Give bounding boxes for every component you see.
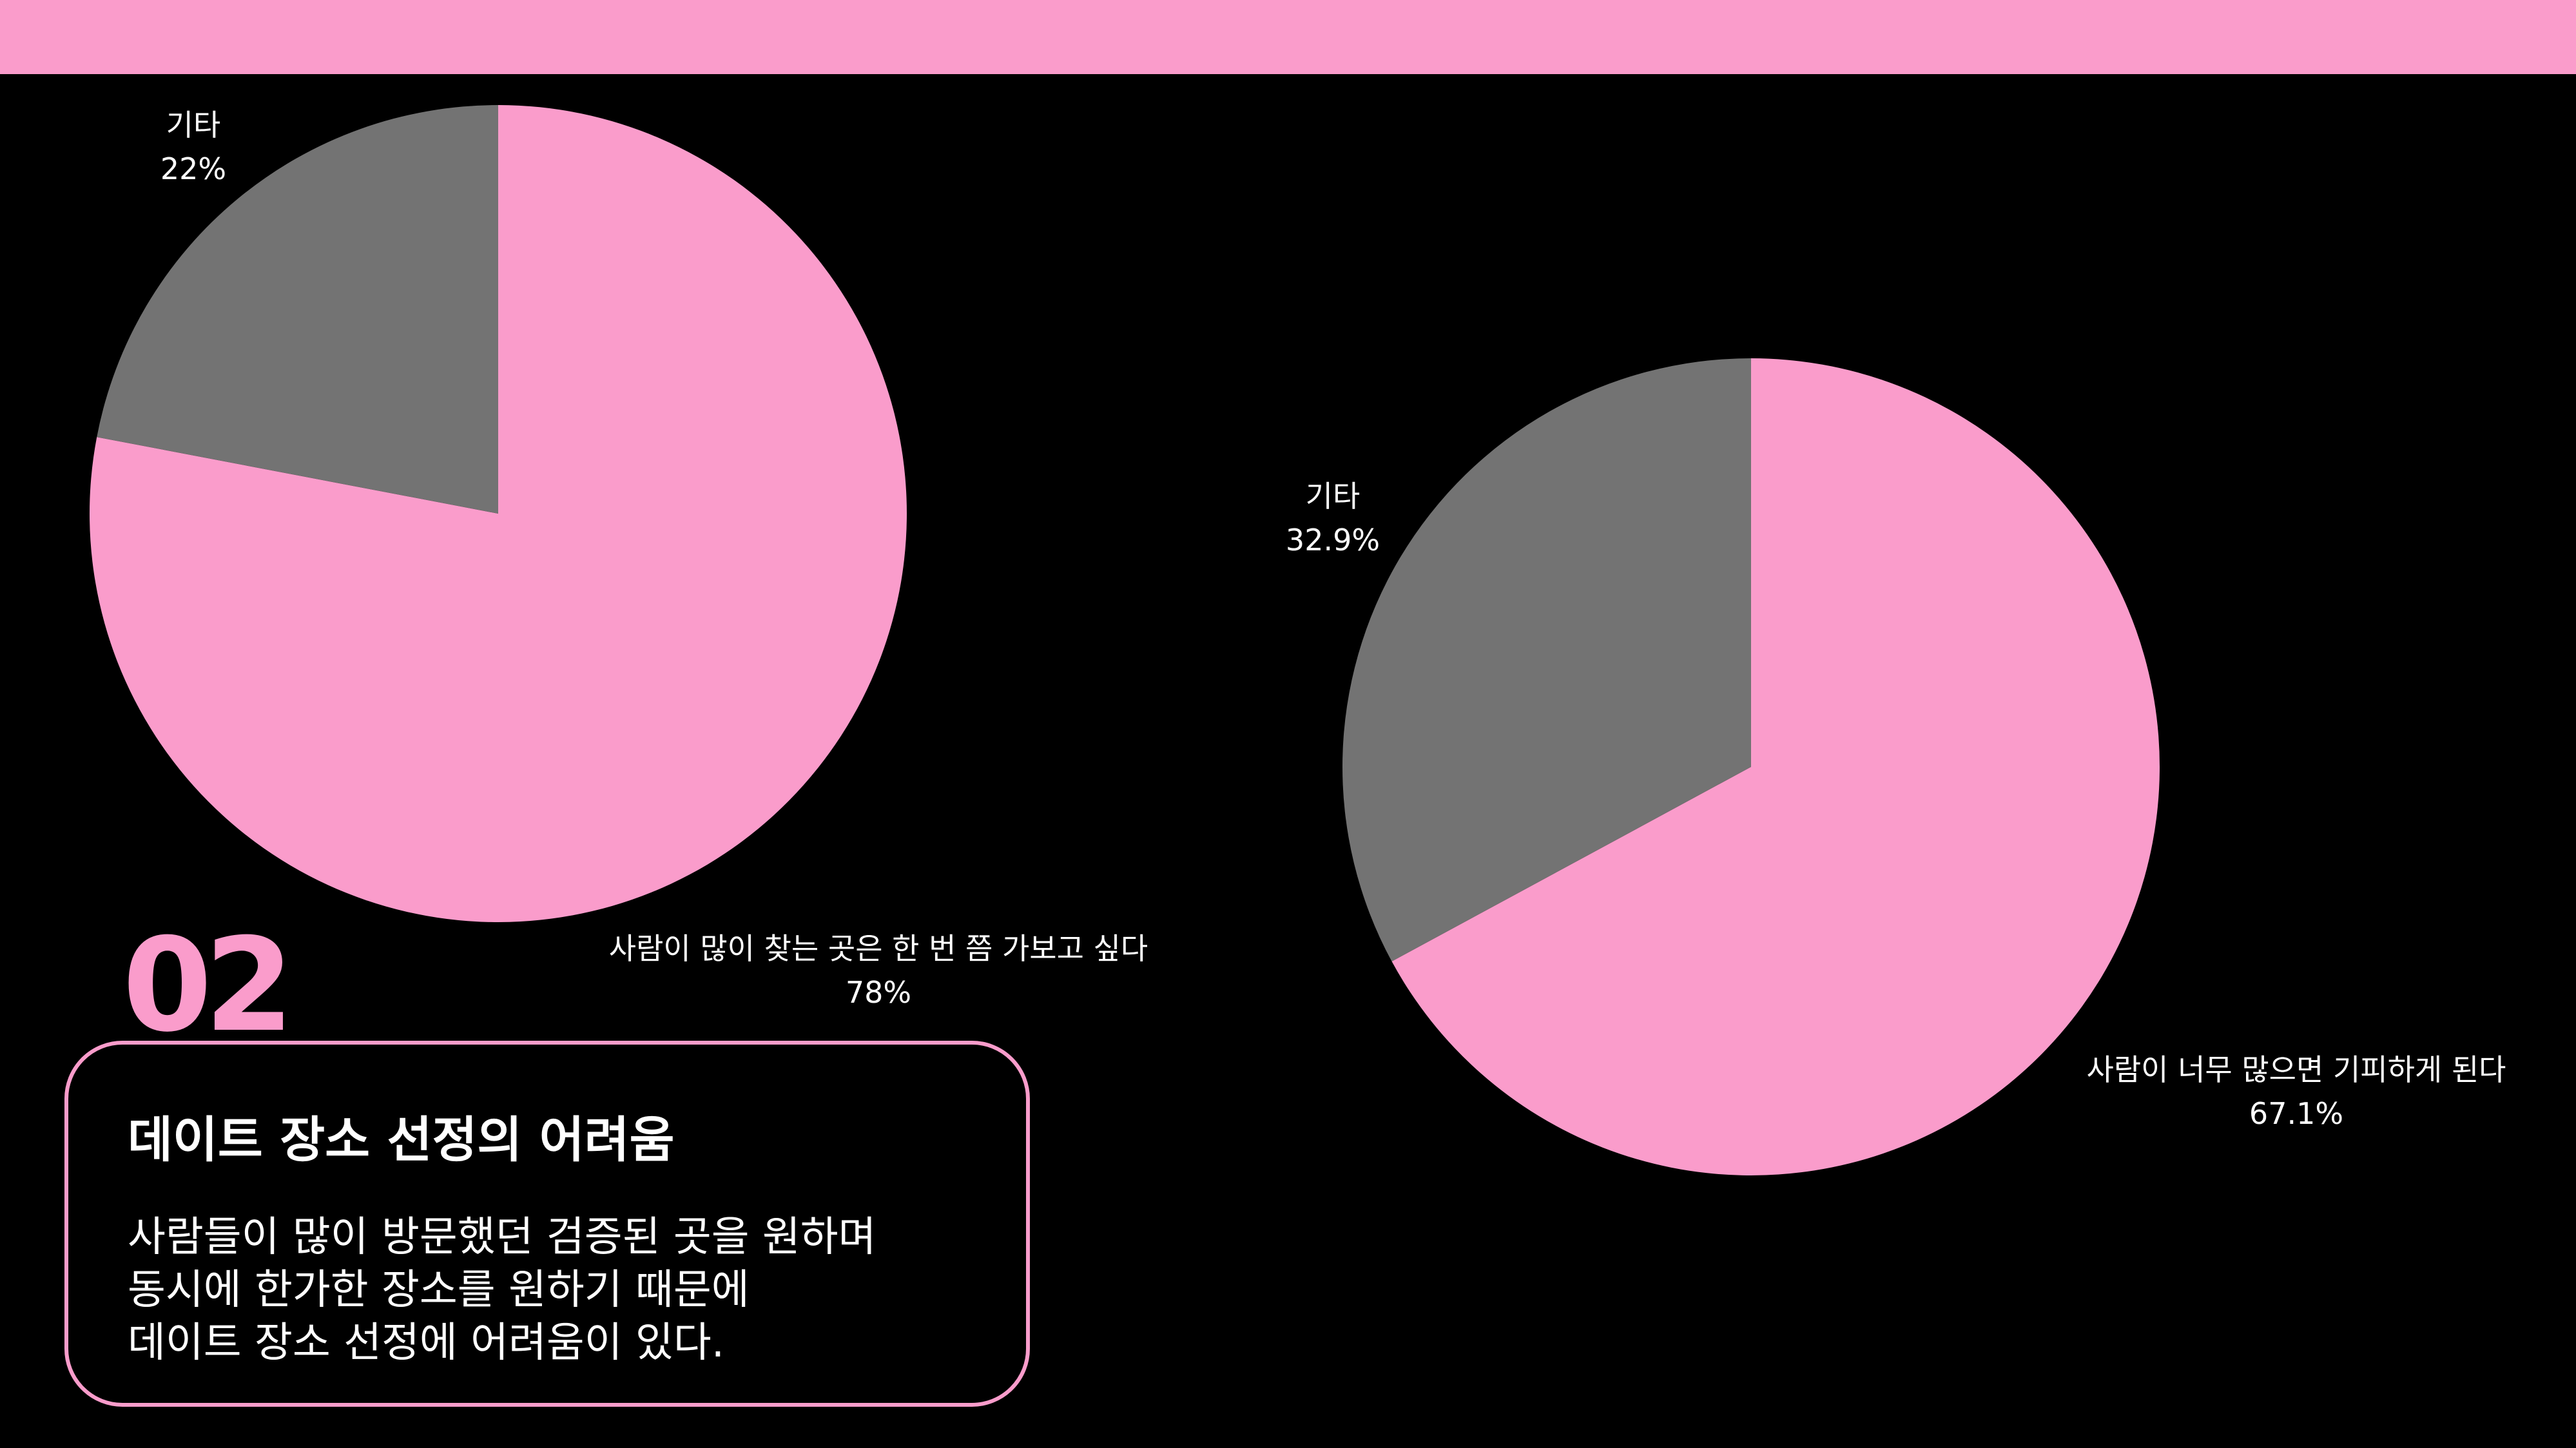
summary-card: 데이트 장소 선정의 어려움 사람들이 많이 방문했던 검증된 곳을 원하며 동… xyxy=(64,1041,1030,1407)
slice-label: 사람이 많이 찾는 곳은 한 번 쯤 가보고 싶다 xyxy=(609,931,1148,966)
card-title: 데이트 장소 선정의 어려움 xyxy=(128,1111,675,1168)
card-body-line: 사람들이 많이 방문했던 검증된 곳을 원하며 xyxy=(128,1213,876,1261)
pie-slice xyxy=(1342,358,1751,961)
slice-value-label: 67.1% xyxy=(2249,1096,2343,1131)
top-accent-bar xyxy=(0,0,2576,74)
slice-value-label: 22% xyxy=(160,151,226,186)
slice-value-label: 32.9% xyxy=(1286,523,1380,557)
slice-label: 기타 xyxy=(1306,479,1361,514)
card-body-line: 데이트 장소 선정에 어려움이 있다. xyxy=(128,1319,725,1367)
pie-chart-2: 사람이 너무 많으면 기피하게 된다 67.1% 기타 32.9% xyxy=(1286,358,2506,1175)
card-body-line: 동시에 한가한 장소를 원하기 때문에 xyxy=(128,1266,750,1314)
slice-value-label: 78% xyxy=(846,975,911,1010)
pie-chart-1: 사람이 많이 찾는 곳은 한 번 쯤 가보고 싶다 78% 기타 22% xyxy=(90,105,1148,1010)
pie-slice xyxy=(97,105,499,514)
section-number: 02 xyxy=(122,911,294,1061)
slice-label: 기타 xyxy=(166,108,221,142)
slice-label: 사람이 너무 많으면 기피하게 된다 xyxy=(2087,1052,2506,1087)
pie-slice xyxy=(90,105,907,923)
card-body: 사람들이 많이 방문했던 검증된 곳을 원하며 동시에 한가한 장소를 원하기 … xyxy=(128,1211,876,1369)
pie-slice xyxy=(1391,358,2160,1175)
